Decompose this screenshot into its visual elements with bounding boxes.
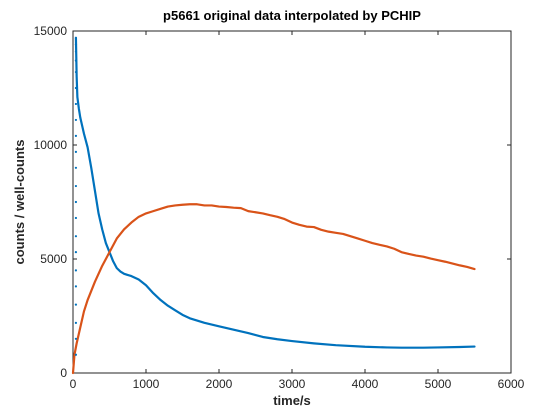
sample-point [74, 59, 78, 62]
y-tick-label: 5000 [40, 252, 67, 266]
sample-point [74, 50, 78, 53]
axis-ticks: 0 1000 2000 3000 4000 5000 6000 0 5000 10000 15000 [34, 24, 525, 391]
sample-point [74, 251, 78, 254]
sample-point [74, 150, 78, 153]
sample-point [74, 337, 78, 340]
sample-point [74, 303, 78, 306]
sample-point [74, 43, 78, 46]
sample-point [74, 353, 78, 356]
sample-point [74, 118, 78, 122]
sample-point [74, 269, 78, 272]
sample-point [74, 321, 78, 324]
sample-point [74, 166, 78, 169]
plot-area [72, 30, 512, 374]
x-tick-label: 2000 [206, 377, 233, 391]
x-tick-label: 4000 [352, 377, 379, 391]
x-tick-label: 3000 [279, 377, 306, 391]
series-line-2 [71, 203, 476, 375]
series-layer [71, 36, 476, 375]
x-tick-label: 0 [70, 377, 77, 391]
chart-title: p5661 original data interpolated by PCHI… [163, 8, 421, 23]
series-line-1 [74, 36, 476, 349]
y-tick-label: 10000 [34, 138, 68, 152]
sample-point [74, 36, 78, 39]
sample-point [74, 285, 78, 288]
y-axis-label: counts / well-counts [12, 140, 27, 265]
y-tick-label: 0 [60, 366, 67, 380]
x-axis-label: time/s [273, 393, 311, 408]
sample-point [74, 86, 78, 90]
x-tick-label: 5000 [425, 377, 452, 391]
sample-point [74, 200, 78, 204]
sample-point [74, 102, 78, 106]
sample-point [74, 216, 78, 220]
sample-point [74, 184, 78, 188]
sample-point [74, 134, 78, 137]
sample-point [74, 235, 78, 238]
x-tick-label: 6000 [498, 377, 525, 391]
x-tick-label: 1000 [133, 377, 160, 391]
sample-point [74, 70, 78, 74]
y-tick-label: 15000 [34, 24, 68, 38]
